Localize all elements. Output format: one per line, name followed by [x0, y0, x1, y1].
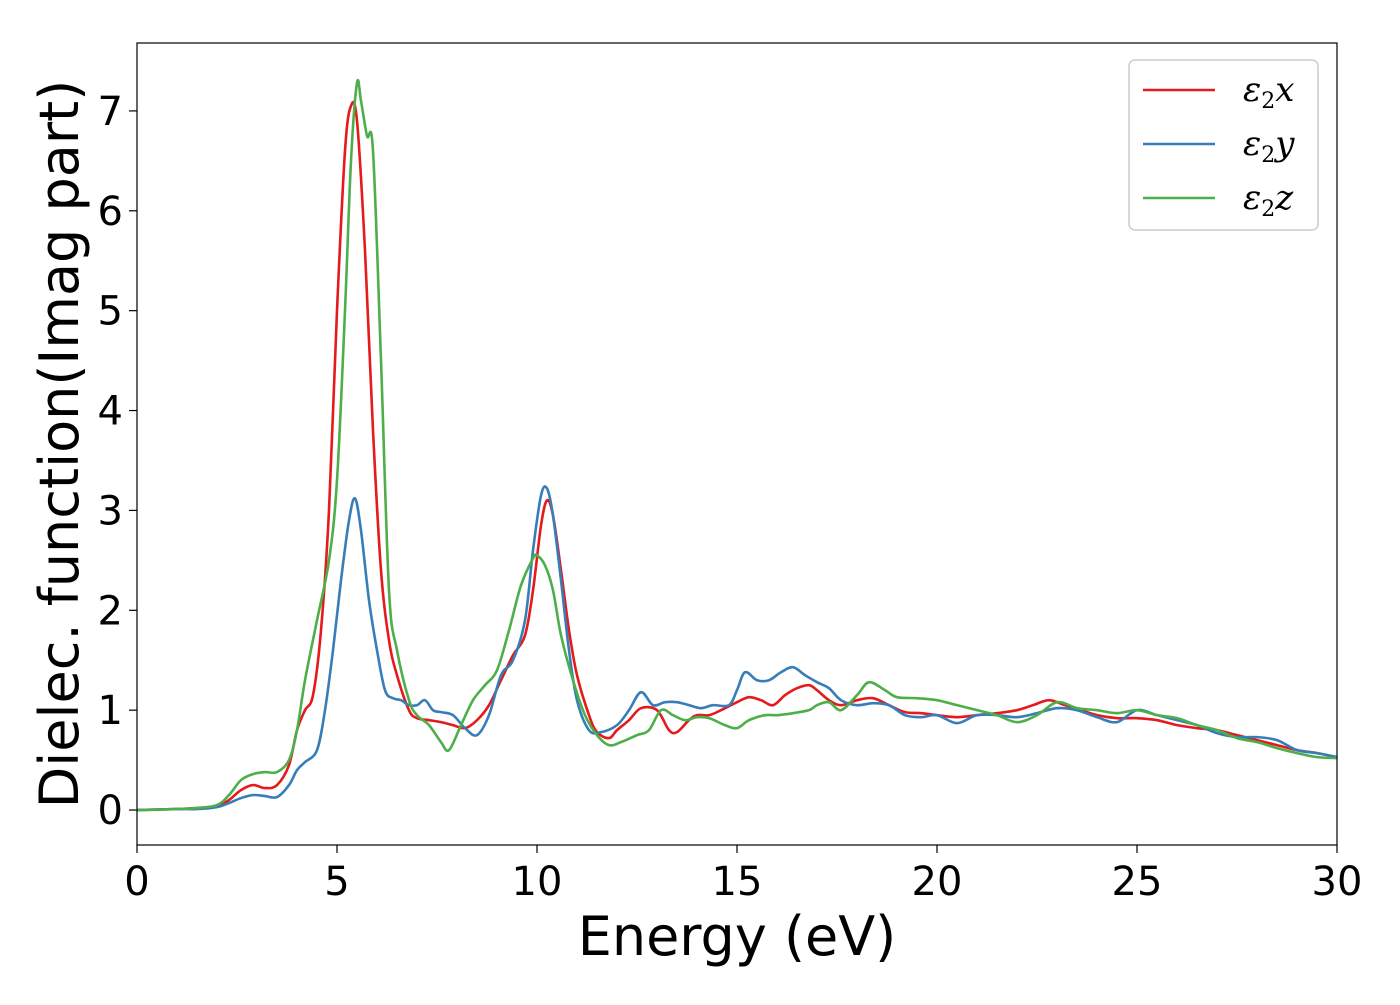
- y-tick-label: 0: [98, 788, 123, 834]
- y-tick-label: 3: [98, 488, 123, 534]
- series-line-y: [137, 485, 1337, 812]
- legend-label-x: ε2x: [1243, 70, 1294, 114]
- y-tick-label: 2: [98, 588, 123, 634]
- x-tick-label: 25: [1112, 859, 1163, 905]
- y-tick-label: 4: [98, 389, 123, 435]
- x-tick-label: 30: [1312, 859, 1363, 905]
- x-tick-label: 10: [512, 859, 563, 905]
- x-tick-label: 5: [324, 859, 349, 905]
- y-tick-label: 1: [98, 688, 123, 734]
- legend-box: [1128, 59, 1319, 231]
- y-tick-label: 5: [98, 289, 123, 335]
- legend-label-z: ε2z: [1243, 178, 1294, 222]
- x-tick-label: 20: [912, 859, 963, 905]
- y-axis-label: Dielec. function(Imag part): [28, 80, 91, 809]
- series-line-x: [137, 100, 1337, 812]
- y-axis: 0 1 2 3 4 5 6 7: [98, 89, 137, 834]
- x-axis-label: Energy (eV): [578, 905, 897, 968]
- y-tick-label: 6: [98, 189, 123, 235]
- x-tick-label: 15: [712, 859, 763, 905]
- series-line-z: [137, 79, 1337, 812]
- x-axis: 0 5 10 15 20 25 30: [124, 845, 1362, 905]
- y-tick-label: 7: [98, 89, 123, 135]
- series-layer: [137, 79, 1337, 812]
- legend: ε2x ε2y ε2z: [1128, 59, 1319, 231]
- legend-label-y: ε2y: [1243, 124, 1295, 168]
- x-tick-label: 0: [124, 859, 149, 905]
